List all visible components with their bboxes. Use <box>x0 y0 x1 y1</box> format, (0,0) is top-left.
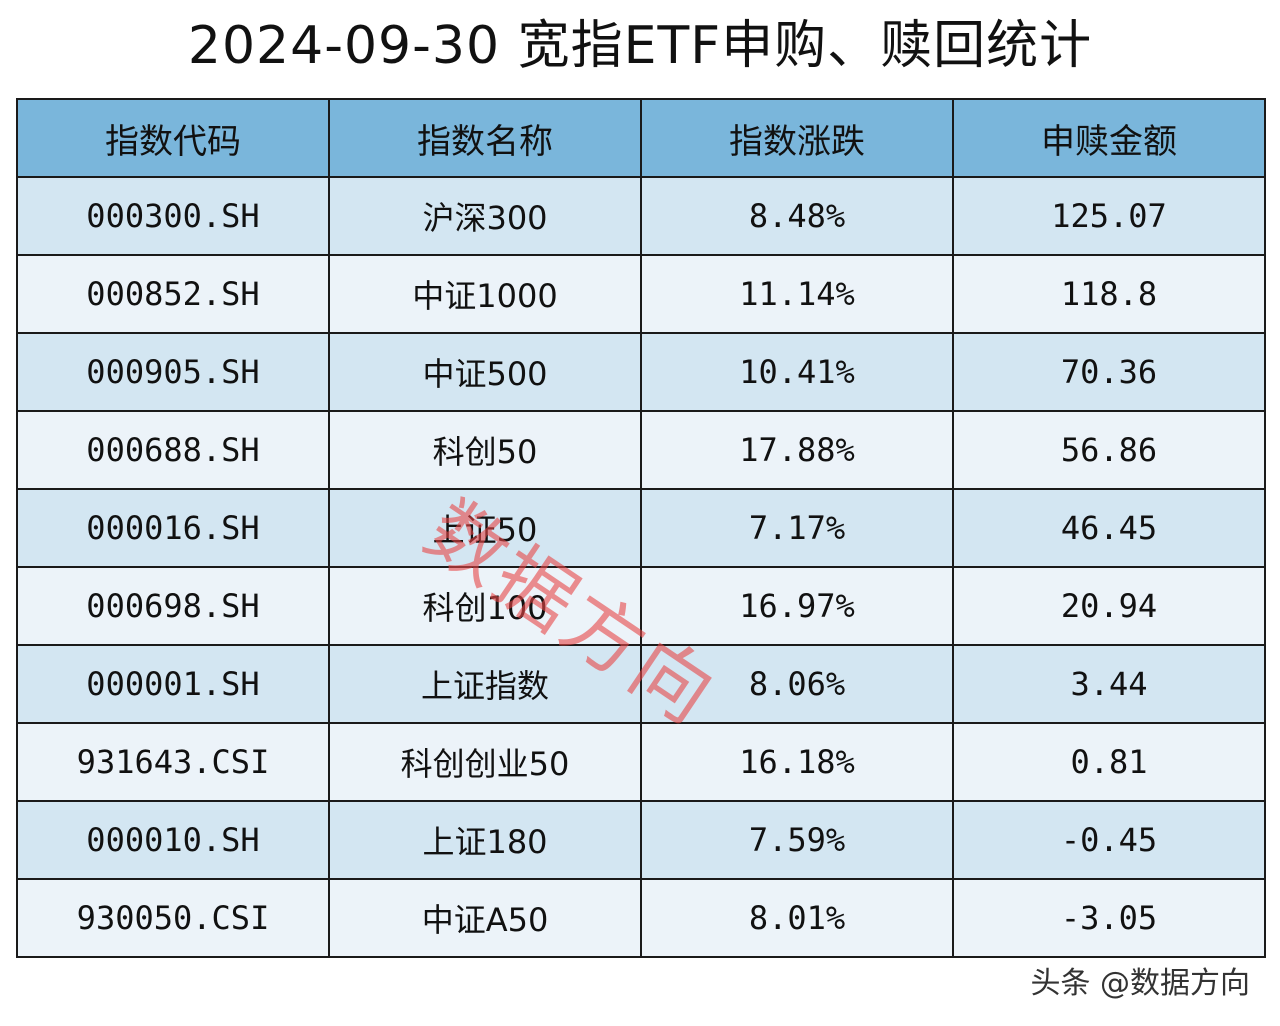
cell-index-change: 17.88% <box>640 410 954 490</box>
table-row: 000905.SH 中证500 10.41% 70.36 <box>16 332 1266 412</box>
table-row: 000698.SH 科创100 16.97% 20.94 <box>16 566 1266 646</box>
page-title: 2024-09-30 宽指ETF申购、赎回统计 <box>187 16 1093 76</box>
cell-amount: -0.45 <box>952 800 1266 880</box>
table-row: 000010.SH 上证180 7.59% -0.45 <box>16 800 1266 880</box>
cell-amount: 56.86 <box>952 410 1266 490</box>
table-row: 000852.SH 中证1000 11.14% 118.8 <box>16 254 1266 334</box>
cell-index-name: 上证50 <box>328 488 642 568</box>
cell-index-name: 中证500 <box>328 332 642 412</box>
source-credit: 头条 @数据方向 <box>1030 966 1250 1001</box>
cell-amount: 46.45 <box>952 488 1266 568</box>
cell-index-name: 中证1000 <box>328 254 642 334</box>
cell-index-code: 000688.SH <box>16 410 330 490</box>
table-header-row: 指数代码 指数名称 指数涨跌 申赎金额 <box>16 98 1266 178</box>
table-row: 000016.SH 上证50 7.17% 46.45 <box>16 488 1266 568</box>
table-row: 000001.SH 上证指数 8.06% 3.44 <box>16 644 1266 724</box>
cell-index-change: 11.14% <box>640 254 954 334</box>
cell-index-change: 8.01% <box>640 878 954 958</box>
cell-index-change: 10.41% <box>640 332 954 412</box>
cell-index-change: 8.06% <box>640 644 954 724</box>
cell-index-change: 16.18% <box>640 722 954 802</box>
cell-index-name: 科创50 <box>328 410 642 490</box>
etf-table: 指数代码 指数名称 指数涨跌 申赎金额 000300.SH 沪深300 8.48… <box>16 98 1266 958</box>
cell-amount: -3.05 <box>952 878 1266 958</box>
cell-amount: 125.07 <box>952 176 1266 256</box>
cell-index-code: 000698.SH <box>16 566 330 646</box>
cell-amount: 118.8 <box>952 254 1266 334</box>
table-row: 000688.SH 科创50 17.88% 56.86 <box>16 410 1266 490</box>
cell-index-name: 上证指数 <box>328 644 642 724</box>
cell-index-code: 931643.CSI <box>16 722 330 802</box>
cell-amount: 3.44 <box>952 644 1266 724</box>
cell-index-name: 沪深300 <box>328 176 642 256</box>
cell-index-code: 000300.SH <box>16 176 330 256</box>
cell-index-change: 7.17% <box>640 488 954 568</box>
cell-index-change: 7.59% <box>640 800 954 880</box>
cell-amount: 0.81 <box>952 722 1266 802</box>
cell-index-name: 上证180 <box>328 800 642 880</box>
cell-index-change: 8.48% <box>640 176 954 256</box>
column-header-code: 指数代码 <box>16 98 330 178</box>
cell-index-name: 中证A50 <box>328 878 642 958</box>
table-row: 000300.SH 沪深300 8.48% 125.07 <box>16 176 1266 256</box>
cell-index-code: 000010.SH <box>16 800 330 880</box>
cell-index-change: 16.97% <box>640 566 954 646</box>
cell-index-name: 科创100 <box>328 566 642 646</box>
cell-index-code: 000001.SH <box>16 644 330 724</box>
column-header-change: 指数涨跌 <box>640 98 954 178</box>
column-header-amount: 申赎金额 <box>952 98 1266 178</box>
column-header-name: 指数名称 <box>328 98 642 178</box>
cell-index-code: 000852.SH <box>16 254 330 334</box>
table-row: 930050.CSI 中证A50 8.01% -3.05 <box>16 878 1266 958</box>
cell-amount: 70.36 <box>952 332 1266 412</box>
table-row: 931643.CSI 科创创业50 16.18% 0.81 <box>16 722 1266 802</box>
cell-amount: 20.94 <box>952 566 1266 646</box>
cell-index-code: 000016.SH <box>16 488 330 568</box>
cell-index-code: 000905.SH <box>16 332 330 412</box>
cell-index-name: 科创创业50 <box>328 722 642 802</box>
cell-index-code: 930050.CSI <box>16 878 330 958</box>
